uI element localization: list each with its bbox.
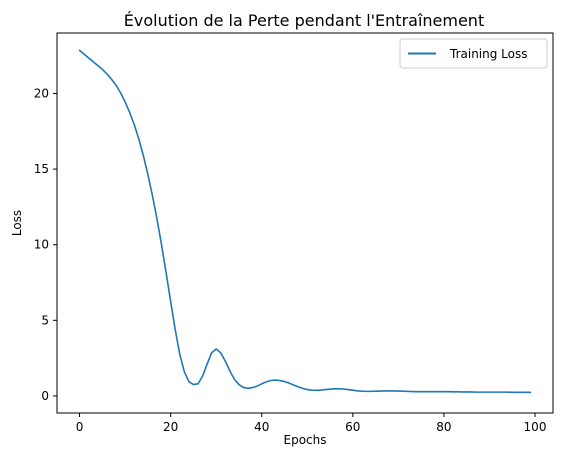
plot-background xyxy=(57,33,553,413)
y-axis-ticks: 0 5 10 15 20 xyxy=(34,86,57,402)
x-tick-label: 0 xyxy=(76,420,84,434)
y-tick-label: 0 xyxy=(41,389,49,403)
x-tick-label: 80 xyxy=(436,420,451,434)
y-axis-label: Loss xyxy=(10,210,24,236)
plot-area xyxy=(57,33,553,413)
y-tick-label: 15 xyxy=(34,162,49,176)
y-tick-label: 20 xyxy=(34,86,49,100)
x-axis-label: Epochs xyxy=(284,433,327,447)
x-axis-ticks: 0 20 40 60 80 100 xyxy=(76,413,547,434)
y-tick-label: 5 xyxy=(41,313,49,327)
y-tick-label: 10 xyxy=(34,238,49,252)
legend: Training Loss xyxy=(400,39,547,68)
x-tick-label: 20 xyxy=(163,420,178,434)
x-tick-label: 40 xyxy=(254,420,269,434)
legend-label: Training Loss xyxy=(449,47,527,61)
x-tick-label: 60 xyxy=(345,420,360,434)
chart-title: Évolution de la Perte pendant l'Entraîne… xyxy=(124,11,484,30)
x-tick-label: 100 xyxy=(524,420,547,434)
